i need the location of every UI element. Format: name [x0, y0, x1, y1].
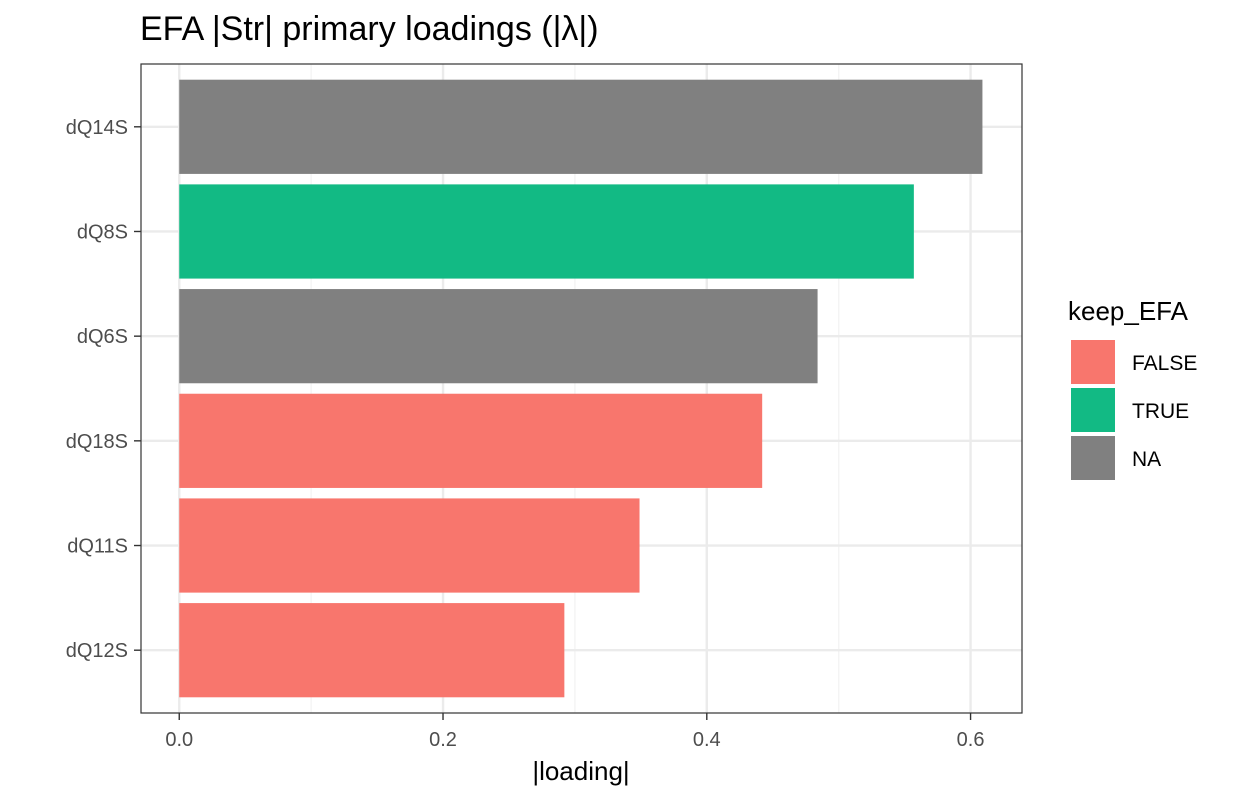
legend-label-true: TRUE — [1132, 400, 1189, 423]
y-tick-label: dQ12S — [66, 640, 128, 662]
bar-layer — [179, 79, 983, 698]
bar-dq8s — [179, 184, 914, 279]
bar-dq12s — [179, 603, 565, 698]
y-tick-label: dQ14S — [66, 117, 128, 139]
bar-dq14s — [179, 79, 983, 174]
legend-swatch-true — [1071, 388, 1115, 432]
x-tick-label: 0.0 — [165, 729, 193, 751]
x-tick-label: 0.6 — [957, 729, 985, 751]
y-tick-label: dQ18S — [66, 431, 128, 453]
legend-swatch-na — [1071, 436, 1115, 480]
panel-border — [140, 63, 1023, 714]
legend-label-false: FALSE — [1132, 352, 1197, 375]
legend: keep_EFA FALSE TRUE NA — [1068, 296, 1197, 480]
x-tick-label: 0.4 — [693, 729, 721, 751]
x-axis-title: |loading| — [532, 756, 629, 786]
legend-title: keep_EFA — [1068, 296, 1189, 326]
bar-dq11s — [179, 498, 640, 593]
y-axis: dQ14S dQ8S dQ6S dQ18S dQ11S dQ12S — [66, 117, 141, 662]
x-axis: 0.0 0.2 0.4 0.6 — [165, 713, 984, 751]
y-tick-label: dQ11S — [67, 536, 128, 558]
bar-dq18s — [179, 393, 763, 488]
x-tick-label: 0.2 — [429, 729, 457, 751]
y-tick-label: dQ6S — [77, 326, 128, 348]
legend-label-na: NA — [1132, 448, 1161, 471]
y-tick-label: dQ8S — [77, 221, 128, 243]
bar-dq6s — [179, 289, 818, 384]
chart-title: EFA |Str| primary loadings (|λ|) — [140, 10, 599, 48]
legend-swatch-false — [1071, 340, 1115, 384]
